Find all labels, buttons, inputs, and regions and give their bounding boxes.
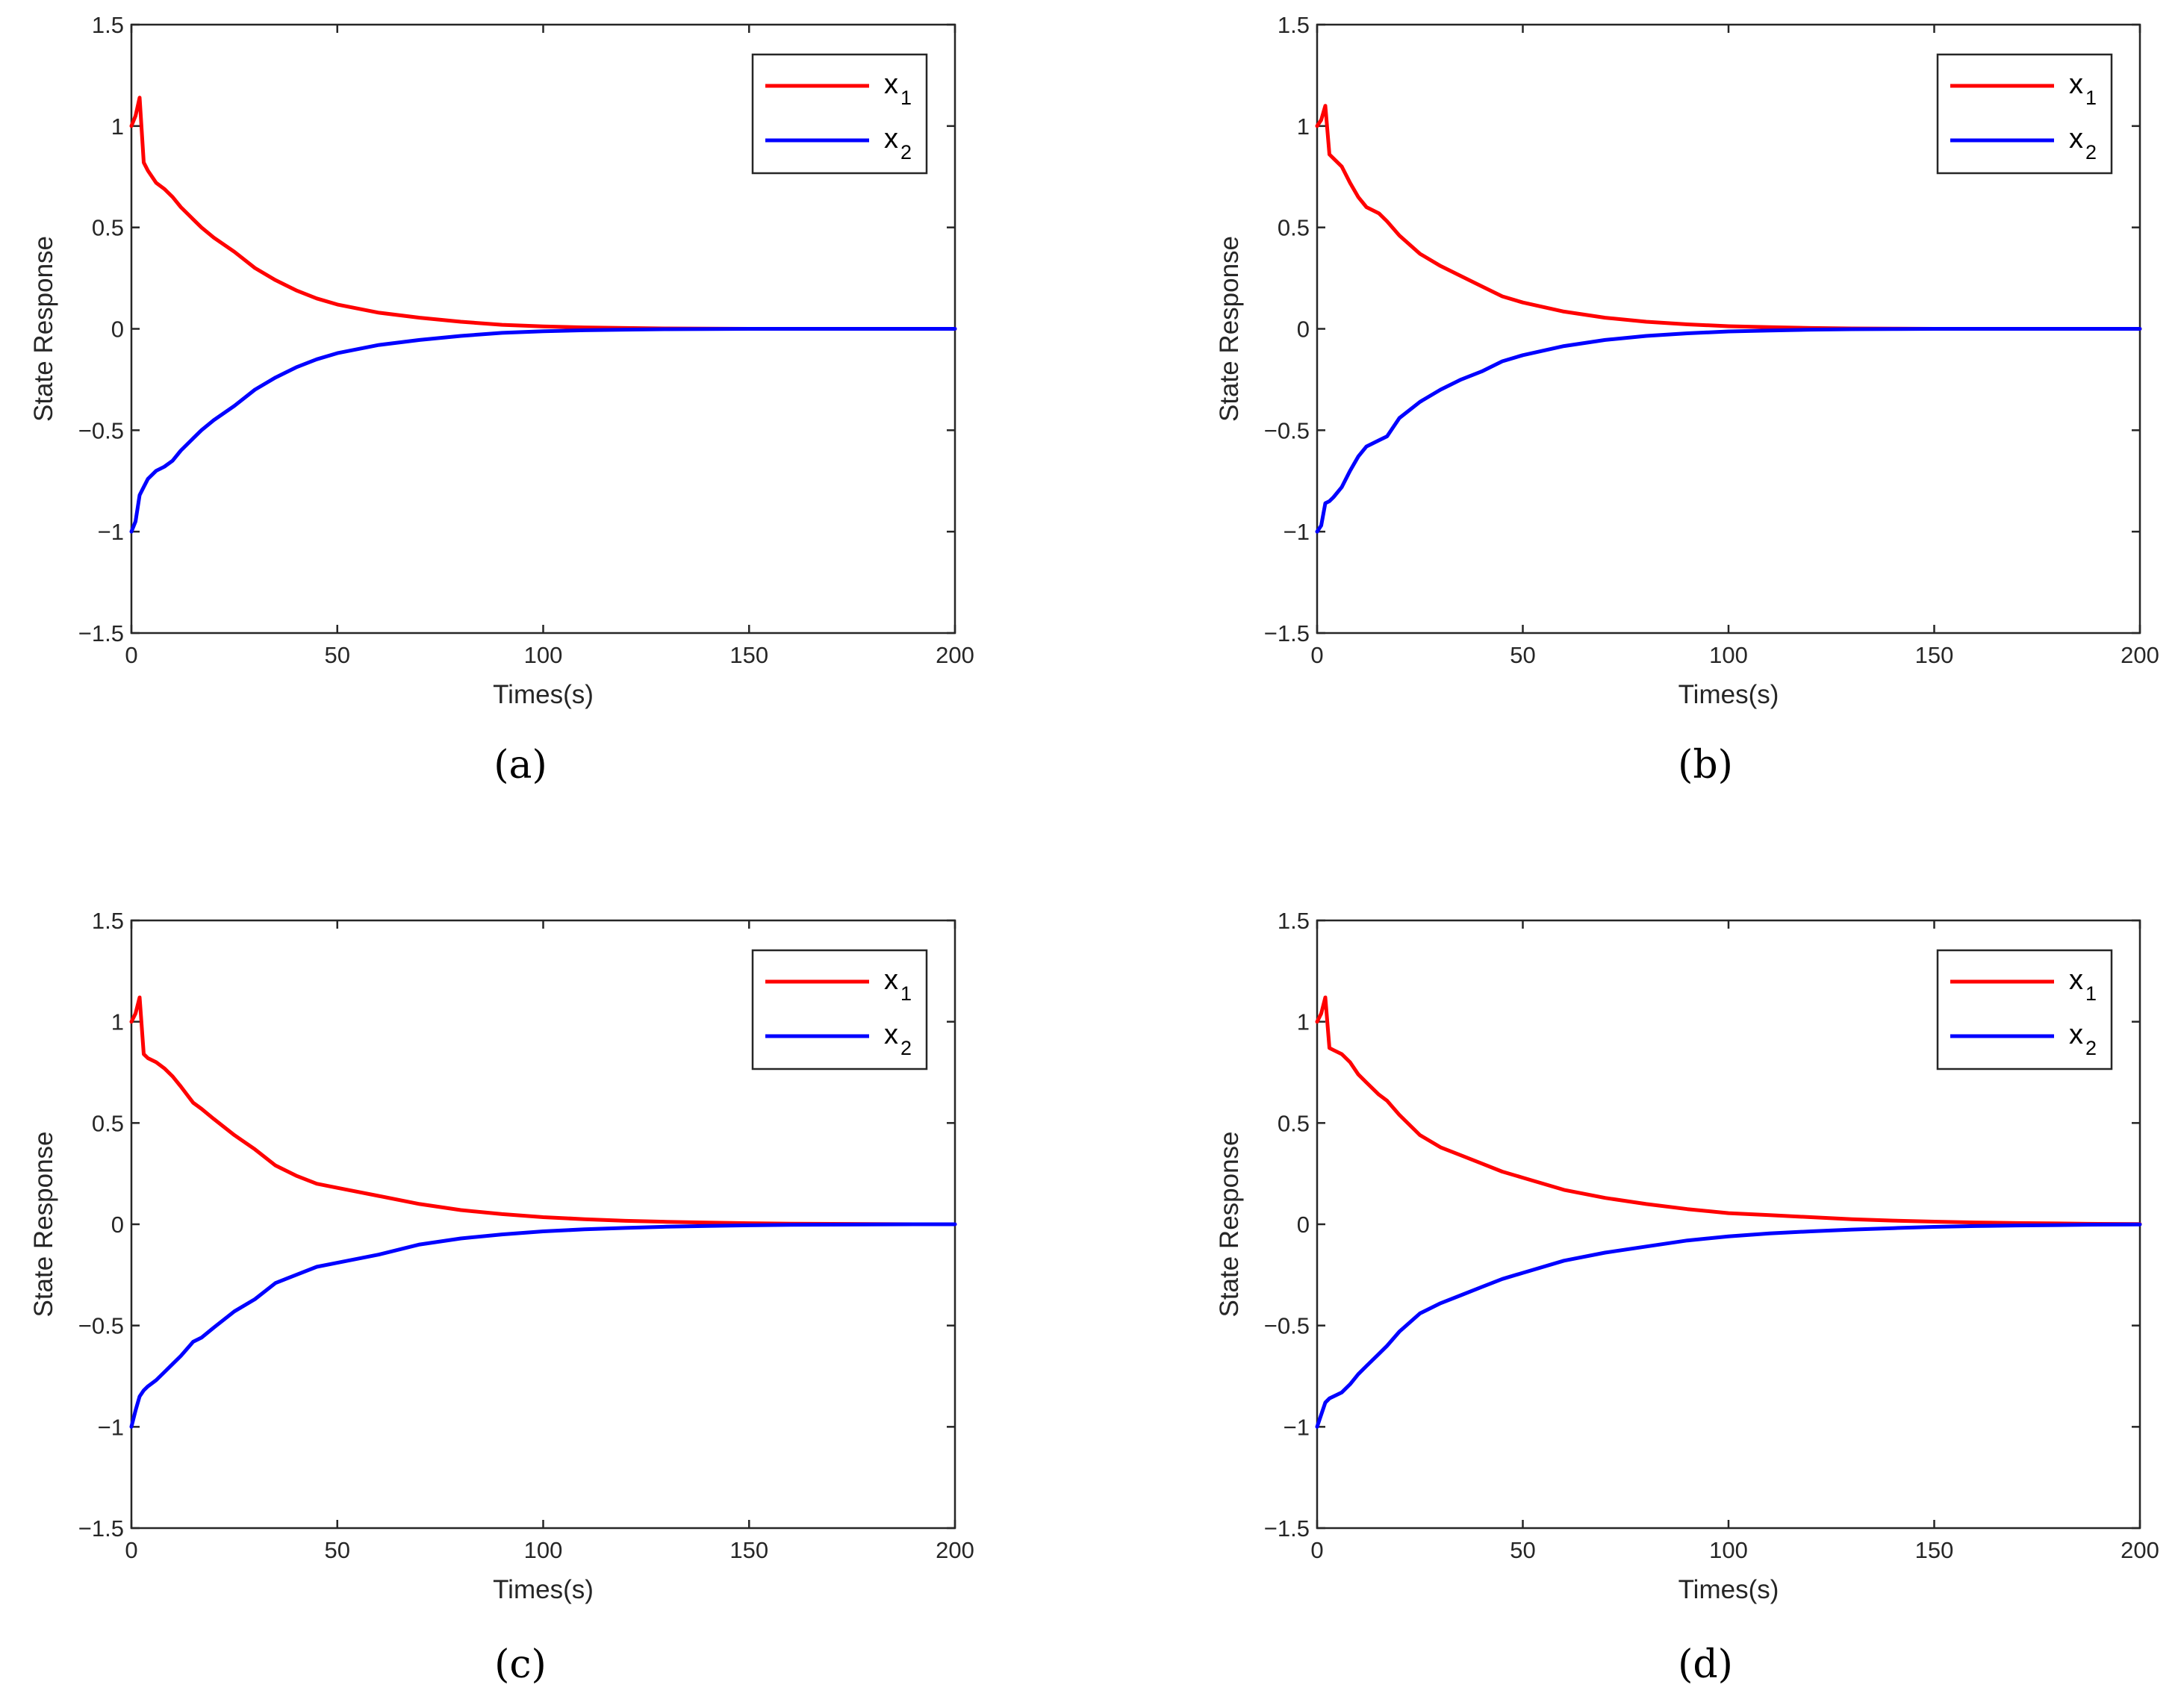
panel-caption: (d) xyxy=(1678,1642,1733,1687)
x-axis-label: Times(s) xyxy=(493,1575,594,1604)
legend-box xyxy=(751,949,928,1070)
x-tick-label: 200 xyxy=(2121,642,2159,668)
legend-box xyxy=(1936,53,2113,175)
x-tick-label: 50 xyxy=(1510,1537,1535,1563)
y-tick-label: −1 xyxy=(1284,519,1310,545)
x-tick-label: 100 xyxy=(524,1537,563,1563)
y-tick-label: −1.5 xyxy=(78,620,124,646)
x-tick-label: 0 xyxy=(1310,1537,1323,1563)
legend-label-x1: x xyxy=(884,69,898,100)
legend-label-x2: x xyxy=(884,1019,898,1050)
series-line-x2 xyxy=(129,1222,957,1429)
x-tick-label: 100 xyxy=(524,642,563,668)
legend-label-x2: x xyxy=(2069,123,2083,155)
legend-label-x2: x xyxy=(884,123,898,155)
y-tick-label: 1 xyxy=(111,1009,124,1035)
y-tick-label: −1 xyxy=(98,1414,124,1440)
y-tick-label: −1.5 xyxy=(1264,620,1310,646)
x-tick-label: 50 xyxy=(1510,642,1535,668)
series-line-x1 xyxy=(129,995,957,1227)
y-tick-label: −1 xyxy=(1284,1414,1310,1440)
x-tick-label: 50 xyxy=(325,642,350,668)
y-tick-label: 1 xyxy=(1297,113,1310,140)
panel-caption: (a) xyxy=(494,743,547,788)
legend-subscript-x1: 1 xyxy=(900,87,912,109)
y-tick-label: 1.5 xyxy=(1278,12,1310,38)
legend-box xyxy=(1936,949,2113,1070)
y-tick-label: 0 xyxy=(111,317,124,343)
legend-subscript-x1: 1 xyxy=(900,982,912,1005)
legend-label-x1: x xyxy=(2069,964,2083,996)
chart-panel: 0 50 100 150 200 −1.5 −1 −0.5 0 0.5 1 1.5 Times(s) St… xyxy=(1215,908,2159,1687)
x-axis-label: Times(s) xyxy=(493,680,594,709)
y-axis-label: State Response xyxy=(1215,1131,1244,1317)
x-tick-label: 0 xyxy=(125,1537,137,1563)
x-tick-label: 100 xyxy=(1709,1537,1748,1563)
x-axis-label: Times(s) xyxy=(1678,680,1779,709)
legend-subscript-x2: 2 xyxy=(2085,1037,2097,1059)
x-tick-label: 100 xyxy=(1709,642,1748,668)
x-tick-label: 150 xyxy=(729,642,768,668)
legend-subscript-x1: 1 xyxy=(2085,982,2097,1005)
y-tick-label: 0.5 xyxy=(1278,1110,1310,1136)
legend-subscript-x1: 1 xyxy=(2085,87,2097,109)
x-axis-label: Times(s) xyxy=(1678,1575,1779,1604)
legend-subscript-x2: 2 xyxy=(900,1037,912,1059)
y-tick-label: 0.5 xyxy=(1278,215,1310,241)
panel-caption: (b) xyxy=(1678,743,1733,788)
y-tick-label: 0.5 xyxy=(92,215,124,241)
y-axis-label: State Response xyxy=(29,236,58,422)
y-tick-label: 0 xyxy=(1297,1212,1310,1238)
y-tick-label: 0.5 xyxy=(92,1110,124,1136)
y-tick-label: −0.5 xyxy=(78,1313,124,1339)
x-tick-label: 200 xyxy=(936,1537,974,1563)
y-tick-label: 0 xyxy=(111,1212,124,1238)
legend-label-x2: x xyxy=(2069,1019,2083,1050)
y-tick-label: −0.5 xyxy=(1264,1313,1310,1339)
panel-caption: (c) xyxy=(494,1642,547,1687)
chart-panel: 0 50 100 150 200 −1.5 −1 −0.5 0 0.5 1 1.5 Times(s) St… xyxy=(1215,12,2159,788)
y-axis-label: State Response xyxy=(29,1131,58,1317)
y-tick-label: 1.5 xyxy=(92,908,124,934)
y-tick-label: −1.5 xyxy=(1264,1515,1310,1542)
x-tick-label: 200 xyxy=(2121,1537,2159,1563)
series-line-x2 xyxy=(129,327,957,534)
series-line-x2 xyxy=(1315,1222,2142,1429)
x-tick-label: 50 xyxy=(325,1537,350,1563)
y-tick-label: −0.5 xyxy=(78,417,124,443)
x-tick-label: 0 xyxy=(125,642,137,668)
y-tick-label: 1 xyxy=(111,113,124,140)
legend-subscript-x2: 2 xyxy=(2085,141,2097,163)
series-line-x1 xyxy=(1315,995,2142,1227)
x-tick-label: 150 xyxy=(729,1537,768,1563)
legend-subscript-x2: 2 xyxy=(900,141,912,163)
chart-panel: 0 50 100 150 200 −1.5 −1 −0.5 0 0.5 1 1.5 Times(s) St… xyxy=(29,908,974,1687)
y-tick-label: −0.5 xyxy=(1264,417,1310,443)
y-tick-label: −1.5 xyxy=(78,1515,124,1542)
x-tick-label: 200 xyxy=(936,642,974,668)
x-tick-label: 150 xyxy=(1915,1537,1954,1563)
y-tick-label: 0 xyxy=(1297,317,1310,343)
y-tick-label: 1.5 xyxy=(1278,908,1310,934)
chart-panel: 0 50 100 150 200 −1.5 −1 −0.5 0 0.5 1 1.5 Times(s) St… xyxy=(29,12,974,788)
legend-label-x1: x xyxy=(2069,69,2083,100)
legend-box xyxy=(751,53,928,175)
y-tick-label: 1.5 xyxy=(92,12,124,38)
y-tick-label: 1 xyxy=(1297,1009,1310,1035)
x-tick-label: 150 xyxy=(1915,642,1954,668)
x-tick-label: 0 xyxy=(1310,642,1323,668)
y-axis-label: State Response xyxy=(1215,236,1244,422)
series-line-x2 xyxy=(1315,327,2142,534)
y-tick-label: −1 xyxy=(98,519,124,545)
legend-label-x1: x xyxy=(884,964,898,996)
